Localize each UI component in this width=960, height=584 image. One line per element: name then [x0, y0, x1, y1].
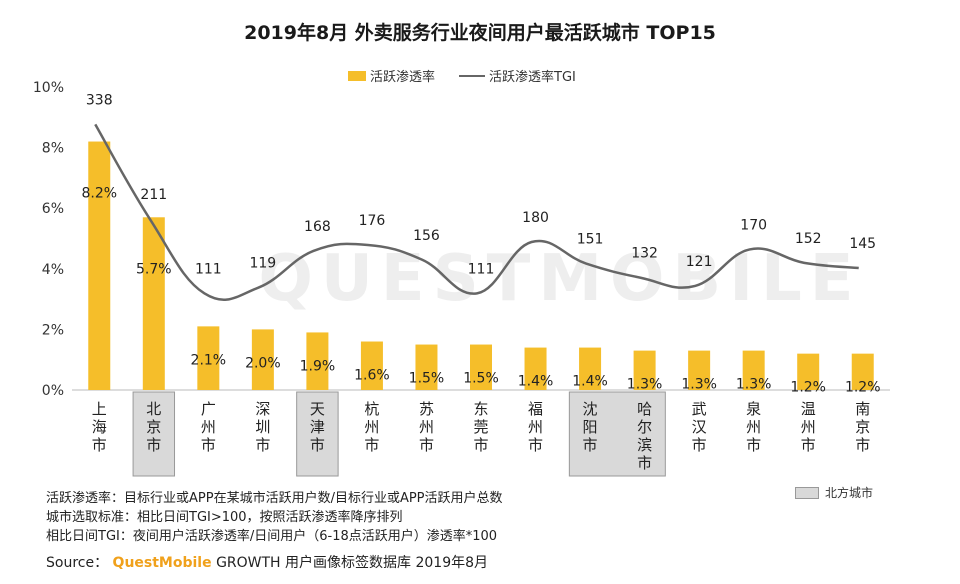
- note-line: 相比日间TGI：夜间用户活跃渗透率/日间用户（6-18点活跃用户）渗透率*100: [46, 529, 498, 544]
- bar: [306, 332, 329, 390]
- bar-value-label: 8.2%: [81, 186, 117, 202]
- x-tick-label: 深圳市: [255, 400, 270, 454]
- bar: [797, 353, 820, 390]
- note-line: 城市选取标准：相比日间TGI>100，按照活跃渗透率降序排列: [46, 510, 403, 525]
- tgi-series-line: [94, 123, 859, 302]
- legend-bar-swatch: [348, 70, 366, 81]
- x-tick-label: 福州市: [528, 400, 543, 454]
- tgi-value-label: 180: [522, 210, 549, 226]
- watermark: QUESTMOBILE: [258, 242, 861, 316]
- legend-bar-label: 活跃渗透率: [370, 70, 436, 85]
- tgi-value-label: 151: [577, 232, 604, 248]
- tgi-value-label: 170: [740, 217, 767, 233]
- x-tick-label: 上海市: [92, 400, 107, 454]
- x-tick-label: 天津市: [310, 400, 325, 454]
- x-tick-label: 北京市: [146, 400, 161, 454]
- bar-value-label: 1.3%: [736, 377, 772, 393]
- chart-title: 2019年8月 外卖服务行业夜间用户最活跃城市 TOP15: [244, 22, 716, 44]
- x-tick-label: 南京市: [855, 400, 870, 454]
- bar: [88, 141, 111, 390]
- north-city-legend: 北方城市: [795, 484, 873, 501]
- bar: [142, 217, 165, 390]
- x-tick-label: 武汉市: [692, 400, 707, 454]
- legend-line-label: 活跃渗透率TGI: [489, 70, 576, 85]
- tgi-value-label: 176: [359, 213, 386, 229]
- north-city-highlight: [568, 391, 666, 477]
- source-line: Source： QuestMobile GROWTH 用户画像标签数据库 201…: [46, 552, 488, 572]
- bar: [415, 344, 438, 390]
- source-prefix: Source：: [46, 555, 109, 571]
- bar-value-label: 1.5%: [463, 371, 499, 387]
- bar: [688, 350, 711, 390]
- legend-line-swatch: [459, 74, 486, 77]
- tgi-value-label: 338: [86, 92, 113, 108]
- tgi-value-label: 119: [249, 255, 276, 271]
- x-tick-label: 杭州市: [364, 400, 379, 454]
- bar: [579, 347, 602, 390]
- bar-value-label: 1.6%: [354, 368, 390, 384]
- bar-value-label: 5.7%: [136, 261, 172, 277]
- tgi-value-label: 168: [304, 219, 331, 235]
- tgi-value-label: 145: [849, 236, 876, 252]
- bar-value-label: 1.3%: [681, 377, 717, 393]
- bar-value-label: 1.5%: [409, 371, 445, 387]
- bar-value-label: 1.9%: [300, 358, 336, 374]
- tgi-value-label: 211: [140, 187, 167, 203]
- y-tick-label: 0%: [42, 383, 64, 399]
- north-city-swatch: [795, 486, 819, 499]
- y-tick-label: 6%: [42, 201, 64, 217]
- bar: [633, 350, 656, 390]
- tgi-value-label: 152: [795, 231, 822, 247]
- bar-value-label: 1.2%: [790, 380, 826, 396]
- x-tick-label: 泉州市: [746, 400, 761, 454]
- tgi-value-label: 121: [686, 254, 713, 270]
- x-tick-label: 哈尔滨市: [637, 400, 652, 472]
- x-tick-label: 沈阳市: [583, 400, 598, 454]
- y-tick-label: 10%: [33, 80, 64, 96]
- bar: [524, 347, 547, 390]
- x-tick-label: 温州市: [801, 400, 816, 454]
- tgi-value-label: 132: [631, 246, 658, 262]
- bar: [742, 350, 765, 390]
- north-city-highlight: [132, 391, 176, 477]
- north-city-highlight: [296, 391, 339, 477]
- y-tick-label: 4%: [42, 262, 64, 278]
- y-tick-label: 8%: [42, 141, 64, 157]
- bar-value-label: 1.4%: [518, 374, 554, 390]
- north-city-label: 北方城市: [825, 486, 874, 500]
- chart-legend: 活跃渗透率 活跃渗透率TGI: [348, 66, 576, 85]
- bar-value-label: 1.4%: [572, 374, 608, 390]
- bar: [251, 329, 274, 390]
- tgi-value-label: 156: [413, 228, 440, 244]
- bar: [851, 353, 874, 390]
- x-tick-label: 苏州市: [419, 400, 434, 454]
- bar: [360, 341, 383, 390]
- bar-value-label: 1.2%: [845, 380, 881, 396]
- chart-notes: 活跃渗透率：目标行业或APP在某城市活跃用户数/目标行业或APP活跃用户总数 城…: [46, 489, 503, 546]
- bar-value-label: 1.3%: [627, 377, 663, 393]
- x-tick-label: 东莞市: [473, 400, 488, 454]
- tgi-value-label: 111: [195, 261, 222, 277]
- bar-value-label: 2.1%: [191, 352, 227, 368]
- source-brand: QuestMobile: [112, 555, 212, 571]
- note-line: 活跃渗透率：目标行业或APP在某城市活跃用户数/目标行业或APP活跃用户总数: [46, 491, 503, 506]
- bar: [470, 344, 492, 390]
- x-tick-label: 广州市: [201, 400, 216, 454]
- tgi-value-label: 111: [468, 261, 495, 277]
- bar-value-label: 2.0%: [245, 355, 281, 371]
- bar: [197, 326, 220, 390]
- y-tick-label: 2%: [42, 322, 64, 338]
- source-suffix: GROWTH 用户画像标签数据库 2019年8月: [216, 555, 489, 571]
